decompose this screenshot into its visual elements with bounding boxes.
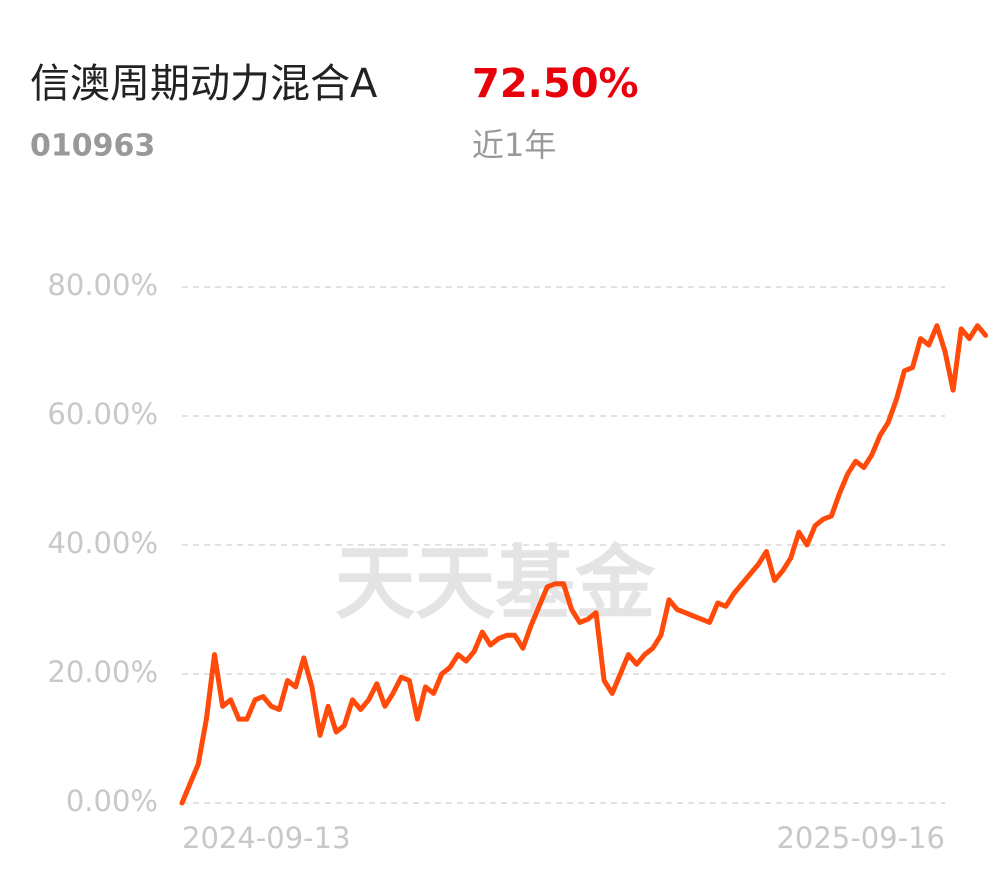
y-tick-label: 0.00% <box>66 784 158 818</box>
return-value: 72.50% <box>472 61 639 107</box>
y-tick-label: 60.00% <box>47 397 158 431</box>
x-tick-label: 2025-09-16 <box>776 821 945 855</box>
line <box>179 323 989 806</box>
y-tick-label: 80.00% <box>47 268 158 302</box>
y-tick-label: 40.00% <box>47 526 158 560</box>
watermark: 天天基金 <box>335 536 656 630</box>
fund-name: 信澳周期动力混合A <box>30 61 378 107</box>
y-tick-label: 20.00% <box>47 655 158 689</box>
period: 近1年 <box>472 126 556 164</box>
x-tick-label: 2024-09-13 <box>182 821 351 855</box>
fund-code: 010963 <box>30 129 155 164</box>
